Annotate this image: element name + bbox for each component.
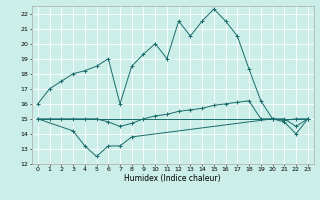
X-axis label: Humidex (Indice chaleur): Humidex (Indice chaleur) <box>124 174 221 183</box>
